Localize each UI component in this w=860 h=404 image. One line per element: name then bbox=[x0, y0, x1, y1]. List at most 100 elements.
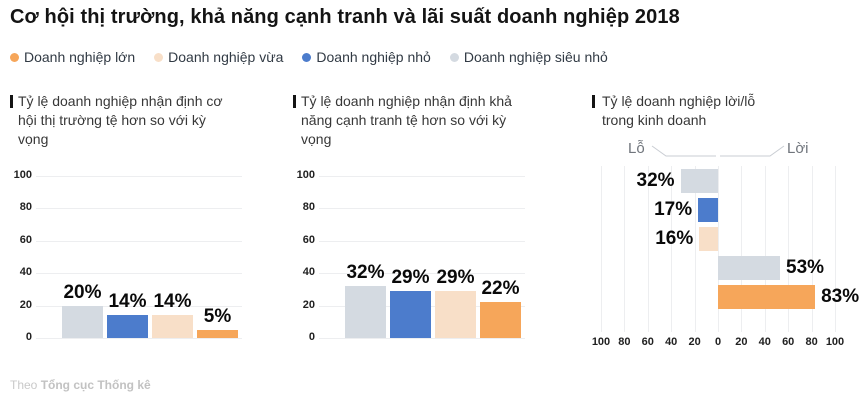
bar bbox=[390, 291, 431, 338]
bar-value-label: 14% bbox=[153, 291, 192, 313]
chart-market-opportunity: Tỷ lệ doanh nghiệp nhận định cơ hội thị … bbox=[10, 92, 252, 352]
legend-swatch-icon bbox=[154, 52, 164, 62]
legend-item: Doanh nghiệp vừa bbox=[154, 49, 283, 65]
gridline bbox=[319, 208, 525, 210]
gridline bbox=[36, 208, 242, 210]
bar-value-label: 5% bbox=[203, 305, 232, 327]
bar bbox=[62, 305, 103, 338]
legend-item: Doanh nghiệp siêu nhỏ bbox=[449, 49, 608, 65]
subtitle-marker-icon bbox=[592, 95, 595, 108]
gridline bbox=[601, 166, 602, 332]
gridline bbox=[788, 166, 790, 332]
bar bbox=[698, 198, 718, 222]
gridline bbox=[694, 166, 696, 332]
legend-label: Doanh nghiệp siêu nhỏ bbox=[463, 49, 608, 65]
y-axis-tick: 20 bbox=[19, 298, 32, 311]
chart-plot-area: 32% 17% 16% 53% 83% bbox=[592, 166, 859, 332]
subtitle-marker-icon bbox=[10, 95, 13, 108]
gridline bbox=[319, 273, 525, 275]
y-axis-tick: 0 bbox=[25, 331, 32, 343]
legend-label: Doanh nghiệp nhỏ bbox=[316, 49, 431, 65]
gridline bbox=[36, 240, 242, 242]
x-axis-tick: 80 bbox=[618, 336, 631, 348]
chart-subtitle: Tỷ lệ doanh nghiệp nhận định khả năng cạ… bbox=[293, 92, 513, 149]
page-title: Cơ hội thị trường, khả năng cạnh tranh v… bbox=[10, 6, 680, 28]
chart-subtitle-text: Tỷ lệ doanh nghiệp nhận định cơ hội thị … bbox=[18, 93, 223, 147]
loss-label: Lỗ bbox=[628, 140, 645, 157]
gridline bbox=[718, 166, 719, 332]
x-axis-tick: 20 bbox=[735, 336, 748, 348]
bar-value-label: 16% bbox=[655, 228, 694, 249]
y-axis-tick: 60 bbox=[19, 233, 32, 246]
legend-label: Doanh nghiệp vừa bbox=[168, 49, 284, 65]
bar bbox=[680, 169, 718, 193]
bar bbox=[345, 286, 386, 338]
gridline bbox=[647, 166, 649, 332]
chart-profit-loss: Tỷ lệ doanh nghiệp lời/lỗ trong kinh doa… bbox=[592, 92, 859, 362]
bar bbox=[718, 256, 780, 280]
x-axis-tick: 60 bbox=[782, 336, 795, 348]
chart-competitiveness: Tỷ lệ doanh nghiệp nhận định khả năng cạ… bbox=[293, 92, 535, 352]
x-axis-tick: 40 bbox=[758, 336, 771, 348]
y-axis-tick: 100 bbox=[13, 169, 32, 181]
chart-subtitle-text: Tỷ lệ doanh nghiệp nhận định khả năng cạ… bbox=[301, 93, 512, 147]
bar bbox=[718, 285, 816, 309]
gridline bbox=[624, 166, 626, 332]
gridline bbox=[319, 240, 525, 242]
bar-value-label: 20% bbox=[63, 281, 102, 303]
bar bbox=[107, 315, 148, 338]
y-axis-tick: 80 bbox=[19, 201, 32, 214]
legend-label: Doanh nghiệp lớn bbox=[24, 49, 136, 65]
x-axis-tick: 20 bbox=[688, 336, 701, 348]
y-axis-tick: 60 bbox=[302, 233, 315, 246]
gridline bbox=[36, 305, 242, 307]
gridline bbox=[36, 338, 242, 339]
y-axis-tick: 40 bbox=[19, 266, 32, 279]
bar bbox=[435, 291, 476, 338]
gridline bbox=[36, 176, 242, 177]
x-axis-tick: 100 bbox=[591, 336, 611, 348]
legend-swatch-icon bbox=[10, 52, 19, 62]
y-axis-tick: 0 bbox=[308, 331, 315, 343]
gridline bbox=[764, 166, 766, 332]
chart-subtitle: Tỷ lệ doanh nghiệp nhận định cơ hội thị … bbox=[10, 92, 230, 149]
gridline bbox=[319, 176, 525, 177]
x-axis: 100 80 60 40 20 0 20 40 60 80 100 bbox=[592, 336, 844, 350]
bar bbox=[699, 227, 718, 251]
legend-item: Doanh nghiệp nhỏ bbox=[302, 49, 431, 65]
y-axis-tick: 80 bbox=[302, 201, 315, 214]
source-attribution: Theo Tổng cục Thống kê bbox=[10, 378, 151, 392]
gridline bbox=[741, 166, 743, 332]
legend-swatch-icon bbox=[302, 52, 312, 62]
profit-label: Lời bbox=[787, 140, 809, 157]
bar-value-label: 22% bbox=[481, 278, 520, 300]
x-axis-tick: 80 bbox=[805, 336, 818, 348]
y-axis-tick: 40 bbox=[302, 266, 315, 279]
bar-value-label: 29% bbox=[391, 267, 430, 289]
gridline bbox=[319, 338, 525, 339]
subtitle-marker-icon bbox=[293, 95, 296, 108]
x-axis-tick: 100 bbox=[825, 336, 845, 348]
legend: Doanh nghiệp lớn Doanh nghiệp vừa Doanh ng… bbox=[10, 49, 608, 65]
bar bbox=[152, 315, 193, 338]
bar bbox=[480, 302, 521, 338]
gridline bbox=[811, 166, 813, 332]
chart-plot-area: 0 20 40 60 80 100 32% 29% 29% 22% bbox=[293, 169, 525, 343]
x-axis-tick: 60 bbox=[641, 336, 654, 348]
source-prefix: Theo bbox=[10, 378, 41, 392]
legend-item: Doanh nghiệp lớn bbox=[10, 49, 135, 65]
legend-swatch-icon bbox=[449, 52, 459, 62]
loss-profit-header: Lỗ Lời bbox=[592, 140, 844, 160]
bar-value-label: 32% bbox=[636, 170, 675, 191]
bar-value-label: 32% bbox=[346, 262, 385, 284]
bar-value-label: 29% bbox=[436, 267, 475, 289]
callout-lines-icon bbox=[651, 145, 785, 157]
gridline bbox=[835, 166, 836, 332]
y-axis-tick: 20 bbox=[302, 298, 315, 311]
x-axis-tick: 40 bbox=[665, 336, 678, 348]
gridline bbox=[671, 166, 673, 332]
bar-value-label: 14% bbox=[108, 291, 147, 313]
gridline bbox=[36, 273, 242, 275]
y-axis-tick: 100 bbox=[296, 169, 315, 181]
